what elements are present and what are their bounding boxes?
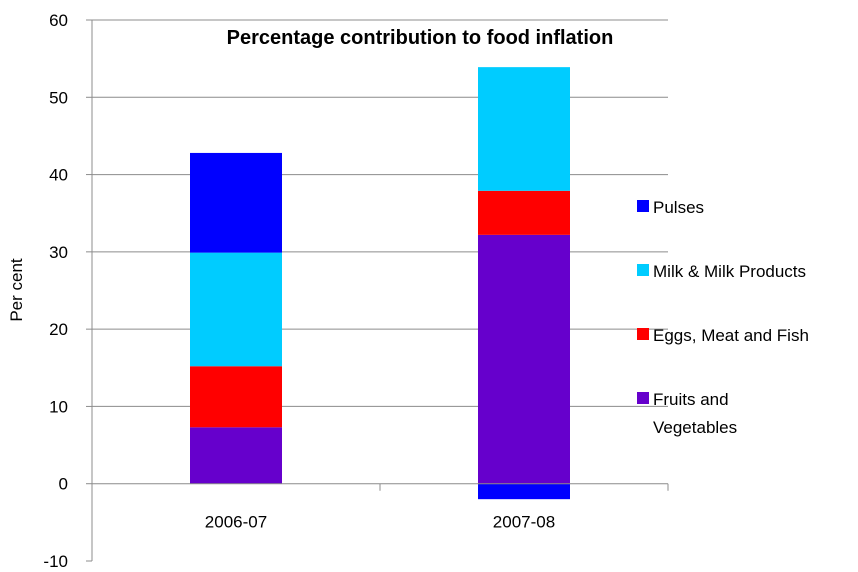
legend-label: Eggs, Meat and Fish <box>653 326 809 345</box>
x-tick-label: 2007-08 <box>493 513 555 532</box>
legend-swatch <box>637 392 649 404</box>
legend-item: Eggs, Meat and Fish <box>637 326 809 345</box>
x-tick-labels: 2006-07 2007-08 <box>205 513 555 532</box>
y-tick-label: 0 <box>59 475 68 494</box>
y-tick-label: 60 <box>49 11 68 30</box>
y-tick-label: 50 <box>49 88 68 107</box>
y-tick-label: 40 <box>49 166 68 185</box>
bar-segment <box>190 252 282 367</box>
bar-segment <box>478 190 570 235</box>
legend-label: Vegetables <box>653 418 737 437</box>
bar-segment <box>190 427 282 484</box>
y-tick-label: 10 <box>49 397 68 416</box>
legend-label: Milk & Milk Products <box>653 262 806 281</box>
bars-group <box>190 67 570 500</box>
legend-item: Fruits and Vegetables <box>637 390 737 437</box>
y-tick-label: 30 <box>49 243 68 262</box>
axes-group <box>86 19 669 562</box>
bar-segment <box>190 366 282 428</box>
y-tick-label: -10 <box>43 552 68 571</box>
bar-segment <box>478 67 570 191</box>
legend-label: Fruits and <box>653 390 729 409</box>
bar-segment <box>478 483 570 500</box>
legend-swatch <box>637 200 649 212</box>
chart-title: Percentage contribution to food inflatio… <box>227 27 614 49</box>
x-tick-label: 2006-07 <box>205 513 267 532</box>
legend: Pulses Milk & Milk Products Eggs, Meat and… <box>637 198 809 437</box>
bar-segment <box>478 234 570 484</box>
legend-label: Pulses <box>653 198 704 217</box>
legend-item: Milk & Milk Products <box>637 262 806 281</box>
bar-segment <box>190 152 282 253</box>
y-axis-title: Per cent <box>7 258 26 322</box>
legend-swatch <box>637 328 649 340</box>
y-tick-label: 20 <box>49 320 68 339</box>
legend-item: Pulses <box>637 198 704 217</box>
y-tick-labels: -10 0 10 20 30 40 50 60 <box>43 11 68 571</box>
legend-swatch <box>637 264 649 276</box>
gridlines <box>92 19 668 407</box>
